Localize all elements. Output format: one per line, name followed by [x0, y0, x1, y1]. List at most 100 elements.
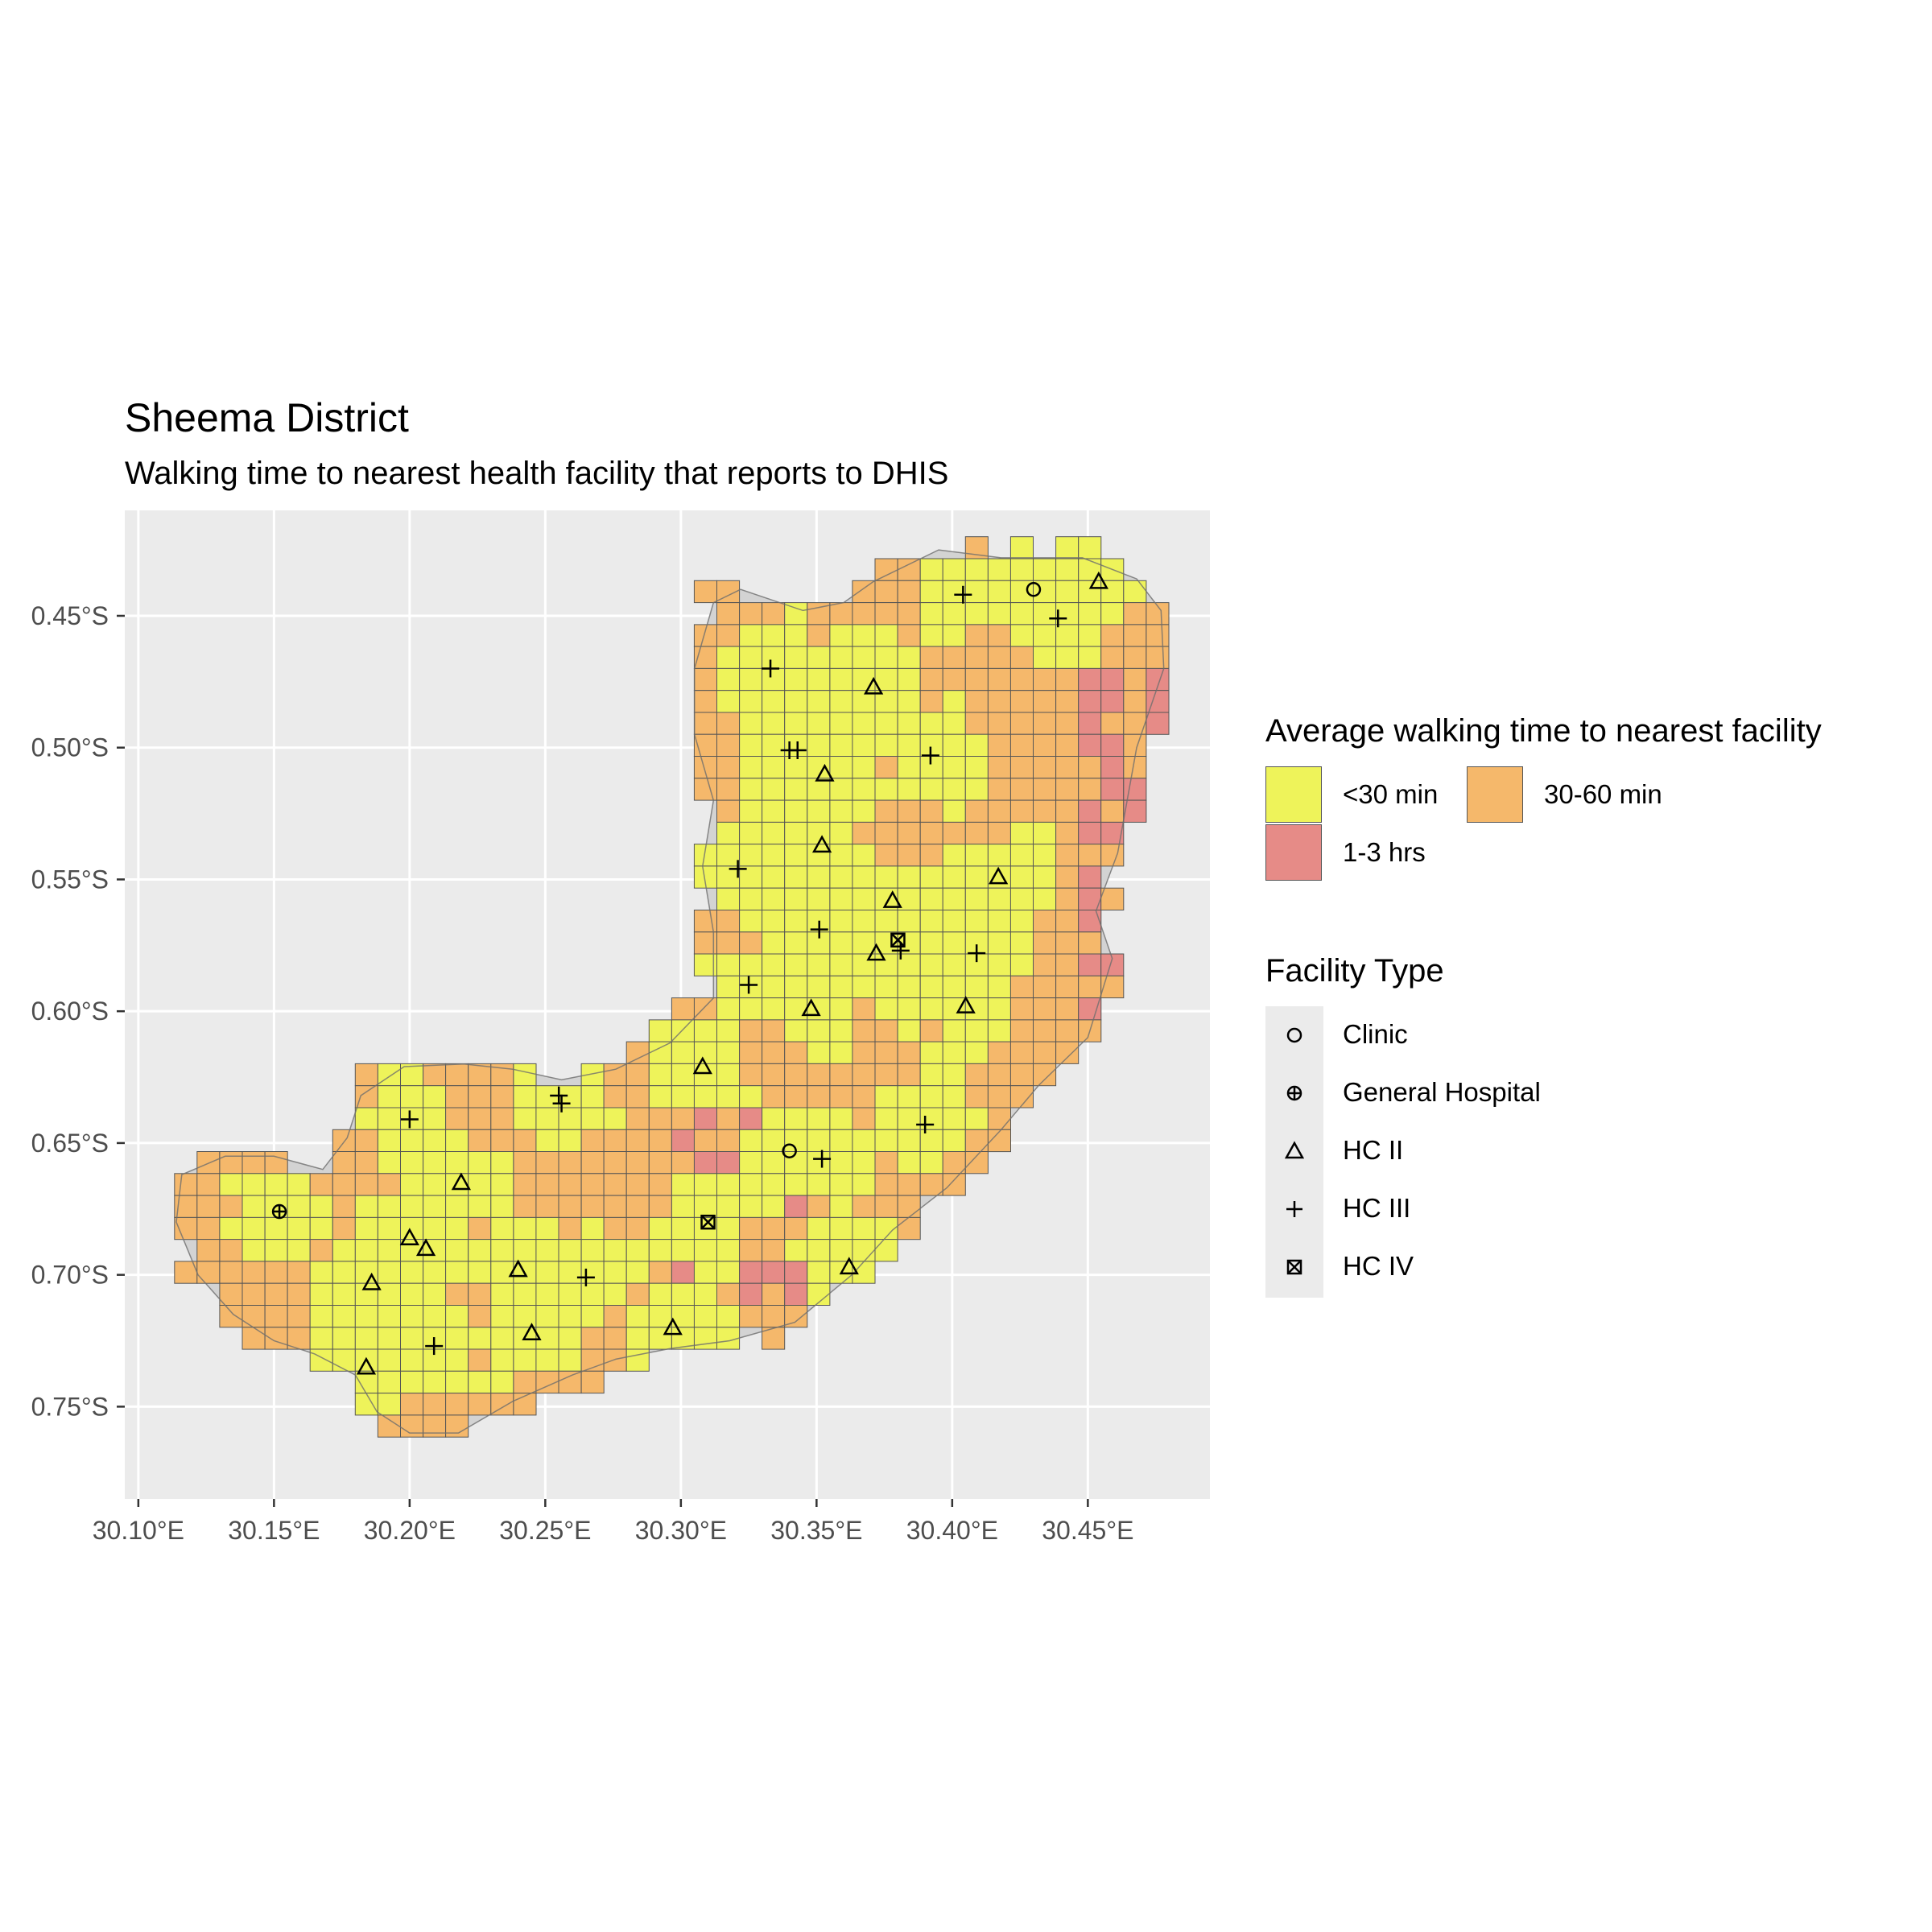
grid-cell	[603, 1261, 627, 1284]
grid-cell	[852, 624, 876, 647]
grid-cell	[829, 602, 853, 625]
grid-cell	[919, 953, 943, 976]
grid-cell	[490, 1282, 514, 1306]
grid-cell	[987, 602, 1012, 625]
grid-cell	[897, 1063, 921, 1087]
grid-cell	[942, 602, 966, 625]
grid-cell	[309, 1195, 333, 1218]
grid-cell	[287, 1261, 311, 1284]
grid-cell	[535, 1282, 559, 1306]
grid-cell	[332, 1195, 356, 1218]
grid-cell	[580, 1195, 605, 1218]
grid-cell	[762, 887, 786, 910]
grid-cell	[716, 646, 741, 669]
y-tick-label: 0.70°S	[31, 1261, 109, 1290]
grid-cell	[739, 690, 763, 713]
grid-cell	[919, 887, 943, 910]
grid-cell	[716, 1239, 741, 1262]
grid-cell	[987, 712, 1012, 735]
grid-cell	[852, 1041, 876, 1064]
grid-cell	[648, 1282, 672, 1306]
grid-cell	[400, 1305, 424, 1328]
facility-hc-ii	[451, 1172, 472, 1191]
grid-cell	[332, 1173, 356, 1196]
facility-hc-ii	[801, 998, 821, 1017]
grid-cell	[423, 1282, 447, 1306]
grid-cell	[784, 646, 808, 669]
grid-cell	[897, 1041, 921, 1064]
grid-cell	[400, 1151, 424, 1174]
grid-cell	[377, 1282, 401, 1306]
grid-cell	[445, 1063, 469, 1087]
grid-cell	[693, 1239, 718, 1262]
grid-cell	[671, 1173, 696, 1196]
legend-key-1to3	[1265, 824, 1322, 881]
grid-cell	[964, 778, 989, 801]
grid-cell	[897, 1129, 921, 1153]
grid-cell	[1009, 865, 1034, 889]
grid-cell	[964, 602, 989, 625]
grid-cell	[874, 756, 898, 779]
grid-cell	[1055, 733, 1080, 758]
grid-cell	[987, 910, 1012, 933]
facility-hc-iii	[916, 1115, 935, 1133]
grid-cell	[716, 602, 741, 625]
grid-cell	[377, 1327, 401, 1350]
grid-cell	[377, 1195, 401, 1218]
grid-cell	[942, 953, 966, 976]
grid-cell	[919, 580, 943, 604]
grid-cell	[1055, 821, 1080, 845]
grid-cell	[739, 1195, 763, 1218]
grid-cell	[332, 1261, 356, 1284]
grid-cell	[580, 1173, 605, 1196]
grid-cell	[716, 778, 741, 801]
grid-cell	[829, 667, 853, 691]
grid-cell	[603, 1282, 627, 1306]
grid-cell	[580, 1261, 605, 1284]
grid-cell	[852, 887, 876, 910]
grid-cell	[964, 756, 989, 779]
grid-cell	[625, 1282, 650, 1306]
grid-cell	[1100, 690, 1125, 713]
grid-cell	[287, 1305, 311, 1328]
grid-cell	[897, 756, 921, 779]
grid-cell	[693, 712, 718, 735]
grid-cell	[377, 1173, 401, 1196]
grid-cell	[332, 1239, 356, 1262]
grid-cell	[1100, 646, 1125, 669]
legend-label-lt30: <30 min	[1343, 779, 1439, 809]
grid-cell	[716, 756, 741, 779]
grid-cell	[807, 646, 831, 669]
grid-cell	[987, 799, 1012, 823]
facility-hc-ii	[663, 1317, 683, 1335]
grid-cell	[377, 1085, 401, 1108]
grid-cell	[942, 1173, 966, 1196]
grid-cell	[1146, 712, 1170, 735]
grid-cell	[852, 667, 876, 691]
grid-cell	[874, 1173, 898, 1196]
facility-clinic	[782, 1143, 797, 1158]
grid-cell	[1033, 887, 1057, 910]
grid-cell	[558, 1173, 582, 1196]
grid-cells	[174, 536, 1170, 1438]
grid-cell	[535, 1261, 559, 1284]
grid-cell	[535, 1151, 559, 1174]
triangle-icon	[1284, 1141, 1305, 1159]
grid-cell	[852, 733, 876, 758]
facility-hc-iii	[810, 920, 828, 939]
grid-cell	[829, 733, 853, 758]
grid-cell	[1033, 558, 1057, 581]
facility-hc-ii	[1088, 571, 1108, 589]
grid-cell	[987, 1107, 1012, 1130]
grid-cell	[739, 1305, 763, 1328]
facility-hc-ii	[692, 1056, 712, 1075]
grid-cell	[919, 975, 943, 999]
grid-cell	[354, 1216, 378, 1241]
grid-cell	[716, 975, 741, 999]
grid-cell	[580, 1305, 605, 1328]
grid-cell	[513, 1239, 537, 1262]
grid-cell	[807, 778, 831, 801]
grid-cell	[964, 646, 989, 669]
grid-cell	[671, 1085, 696, 1108]
grid-cell	[1009, 712, 1034, 735]
